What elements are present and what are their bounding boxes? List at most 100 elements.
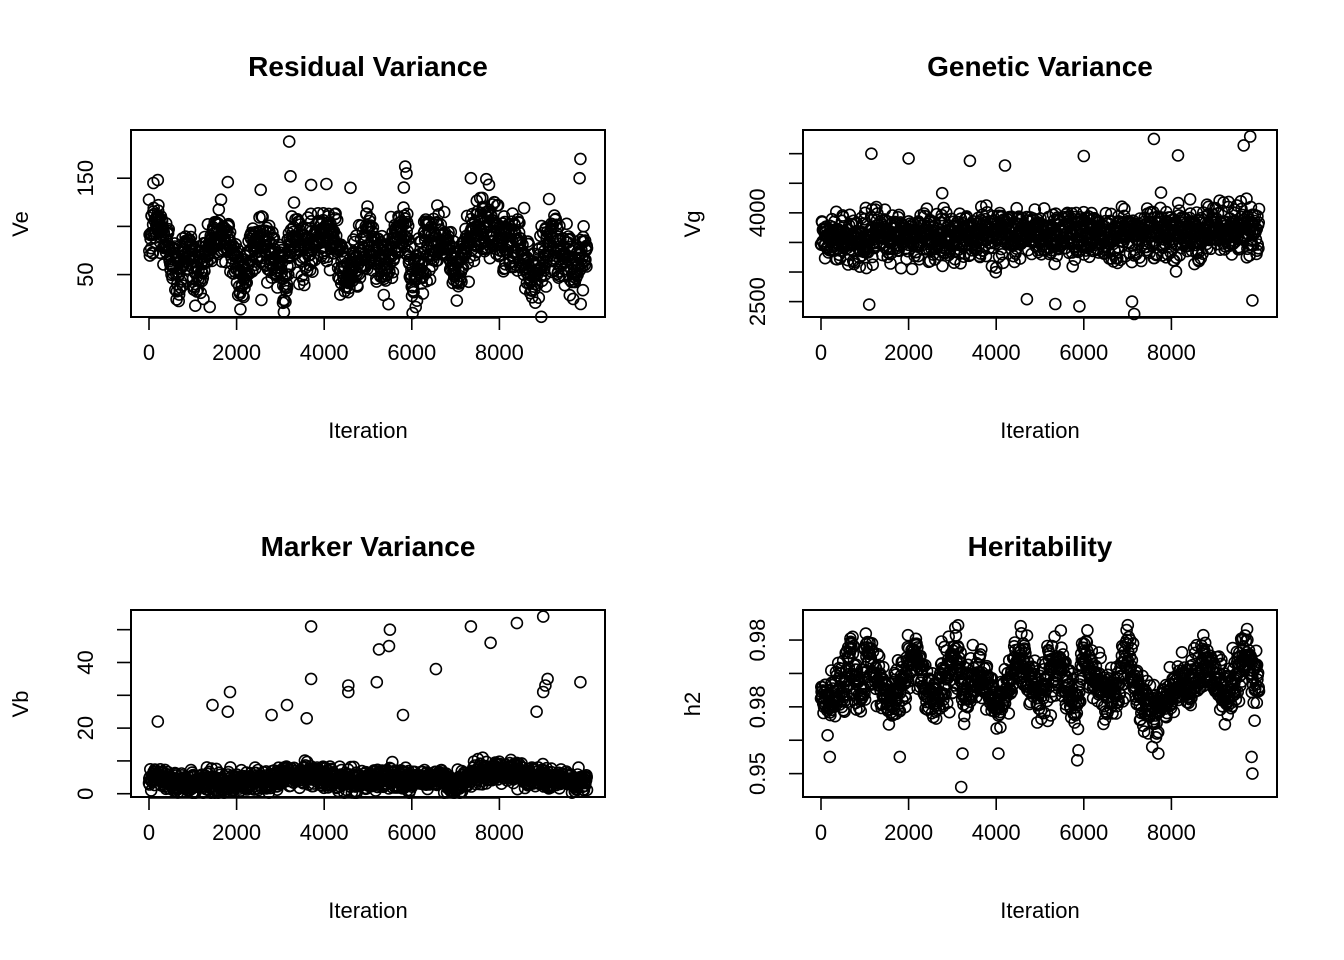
data-point-outlier — [1125, 295, 1139, 308]
data-point — [266, 226, 279, 239]
data-point-outlier — [865, 147, 878, 160]
data-point — [553, 219, 566, 233]
data-point — [219, 255, 232, 269]
data-point — [328, 212, 342, 225]
y-tick-label: 2500 — [745, 277, 770, 326]
panel-residual-variance: Residual Variance 0 2000 4000 6000 8000 5015… — [8, 51, 606, 443]
x-axis-label: Iteration — [1000, 418, 1080, 443]
data-point — [183, 223, 197, 237]
x-axis: 0 2000 4000 6000 8000 — [815, 317, 1196, 365]
data-point — [505, 215, 519, 228]
data-point-outlier — [1020, 292, 1034, 306]
data-point-outlier — [396, 708, 410, 722]
data-point — [580, 241, 594, 255]
data-point-outlier — [484, 636, 497, 650]
x-axis-label: Iteration — [328, 418, 408, 443]
data-point-outlier — [280, 698, 294, 712]
data-points — [814, 130, 1266, 321]
data-point — [197, 292, 210, 306]
data-point-outlier — [862, 298, 876, 311]
data-point — [936, 259, 949, 273]
data-point-outlier — [429, 662, 443, 676]
data-point — [237, 290, 250, 304]
data-point-outlier — [254, 183, 268, 197]
data-point — [455, 275, 468, 289]
data-point — [532, 291, 546, 305]
y-axis-label: Ve — [8, 211, 33, 237]
data-points — [142, 610, 594, 800]
data-point — [1066, 259, 1079, 273]
data-point — [578, 258, 592, 272]
data-point-outlier — [464, 620, 478, 633]
data-point-outlier — [1147, 132, 1161, 146]
data-point-outlier — [1077, 149, 1091, 163]
y-axis-label: Vg — [680, 211, 705, 238]
data-point — [517, 201, 531, 215]
data-point — [361, 200, 374, 213]
data-point — [491, 198, 505, 212]
x-axis: 0 2000 4000 6000 8000 — [143, 317, 524, 365]
data-point — [194, 286, 207, 300]
data-point — [397, 181, 411, 194]
data-point-outlier — [464, 171, 478, 185]
chart-title: Residual Variance — [248, 51, 488, 82]
data-point-outlier — [574, 152, 587, 166]
x-tick-label: 2000 — [884, 340, 933, 365]
x-tick-label: 2000 — [212, 820, 261, 845]
data-point-outlier — [574, 675, 587, 689]
data-point-outlier — [284, 170, 297, 183]
data-point — [183, 233, 196, 246]
y-tick-label: 20 — [73, 716, 98, 740]
data-point — [513, 216, 526, 230]
panel-genetic-variance: Genetic Variance 0 2000 4000 6000 8000 25004… — [680, 51, 1278, 443]
data-point — [400, 207, 414, 221]
data-point — [255, 293, 268, 307]
data-point — [222, 219, 236, 233]
data-point-outlier — [320, 177, 333, 191]
data-point — [833, 252, 847, 265]
data-point-outlier — [1049, 297, 1062, 311]
data-point — [275, 243, 288, 257]
data-point — [234, 302, 247, 316]
data-point-outlier — [151, 715, 165, 728]
data-point — [1048, 257, 1061, 271]
data-point — [196, 266, 209, 280]
data-point — [437, 205, 451, 219]
data-point-outlier — [541, 672, 554, 686]
data-point — [280, 281, 294, 295]
data-point — [935, 186, 949, 200]
panel-marker-variance: Marker Variance 0 2000 4000 6000 8000 02040 … — [8, 531, 606, 923]
data-point-outlier — [304, 178, 318, 192]
data-point-outlier — [151, 173, 165, 187]
x-tick-label: 4000 — [972, 340, 1021, 365]
data-point — [280, 277, 294, 291]
data-point — [423, 273, 437, 286]
data-point — [287, 196, 301, 209]
data-point — [560, 217, 573, 231]
data-point-outlier — [963, 154, 977, 168]
data-point — [256, 210, 269, 224]
data-point-outlier — [341, 685, 355, 699]
data-point-outlier — [902, 152, 915, 165]
data-point — [493, 248, 507, 261]
chart-title: Genetic Variance — [927, 51, 1153, 82]
y-tick-label: 40 — [73, 650, 98, 674]
data-point — [385, 271, 399, 285]
x-tick-label: 4000 — [300, 820, 349, 845]
data-point — [223, 225, 237, 239]
data-point — [364, 219, 378, 232]
x-axis-label: Iteration — [328, 898, 408, 923]
data-points — [814, 618, 1266, 794]
data-point — [576, 283, 590, 297]
data-point — [580, 260, 593, 273]
data-point — [386, 265, 400, 279]
data-point — [574, 297, 588, 311]
data-point-outlier — [1237, 139, 1250, 152]
data-point-outlier — [1171, 149, 1185, 162]
data-point — [407, 285, 420, 299]
data-point — [330, 213, 344, 227]
data-point — [238, 281, 251, 295]
x-tick-label: 0 — [815, 340, 827, 365]
data-point — [994, 720, 1007, 734]
data-point — [564, 232, 577, 245]
